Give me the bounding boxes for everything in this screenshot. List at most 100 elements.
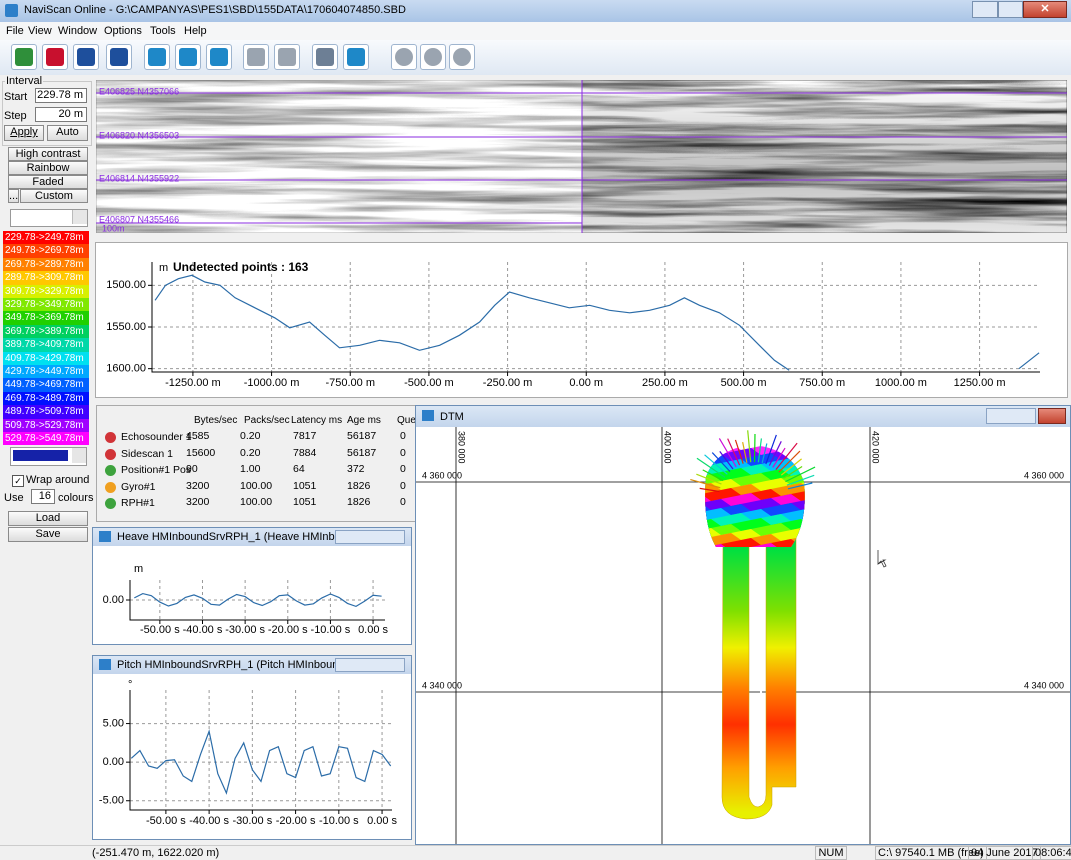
- field-label: colours: [58, 492, 93, 504]
- dropdown-arrow[interactable]: [72, 210, 87, 224]
- status-coords: (-251.470 m, 1622.020 m): [92, 847, 219, 859]
- toolbar-button[interactable]: [243, 44, 269, 70]
- palette-button[interactable]: Faded: [8, 175, 88, 189]
- toolbar-icon: [15, 48, 33, 66]
- toolbar: [0, 40, 1071, 75]
- toolbar-icon: [110, 48, 128, 66]
- table-cell: 4585: [186, 430, 238, 442]
- toolbar-button[interactable]: [42, 44, 68, 70]
- toolbar-button[interactable]: [312, 44, 338, 70]
- survey-swath: [722, 537, 796, 819]
- status-time: 08:06:49: [1032, 846, 1071, 860]
- x-tick-label: 750.00 m: [799, 377, 845, 389]
- colours-input[interactable]: 16: [31, 489, 55, 504]
- toolbar-button[interactable]: [420, 44, 446, 70]
- x-tick-label: -50.00 s: [140, 624, 180, 636]
- palette-more-button[interactable]: ...: [8, 189, 19, 203]
- x-tick-label: 250.00 m: [642, 377, 688, 389]
- table-cell: 1826: [347, 480, 398, 492]
- table-cell: 1826: [347, 496, 398, 508]
- toolbar-button[interactable]: [144, 44, 170, 70]
- toolbar-button[interactable]: [73, 44, 99, 70]
- status-date: 04 June 2017: [968, 846, 1041, 860]
- window-title: NaviScan Online - G:\CAMPANYAS\PES1\SBD\…: [24, 4, 406, 16]
- toolbar-button[interactable]: [175, 44, 201, 70]
- save-button[interactable]: Save: [8, 527, 88, 542]
- dropdown-arrow[interactable]: [72, 448, 86, 463]
- minimize[interactable]: [972, 1, 998, 18]
- toolbar-button[interactable]: [274, 44, 300, 70]
- table-cell: 0.20: [240, 430, 291, 442]
- device-name: Echosounder 1: [121, 431, 192, 443]
- auto-button[interactable]: Auto: [47, 125, 88, 141]
- x-tick-label: 1000.00 m: [875, 377, 927, 389]
- menu-item[interactable]: Tools: [150, 25, 176, 37]
- window-controls[interactable]: [986, 408, 1036, 424]
- window-controls[interactable]: [335, 658, 405, 672]
- menu-item[interactable]: Options: [104, 25, 142, 37]
- y-tick-label: 1500.00: [106, 279, 146, 291]
- sidescan-shade: [582, 80, 1067, 233]
- color-range: 429.78->449.78m: [3, 365, 89, 378]
- menu-item[interactable]: Window: [58, 25, 97, 37]
- palette-button[interactable]: High contrast: [8, 147, 88, 161]
- color-swatch: [13, 450, 68, 461]
- table-cell: 0: [400, 447, 416, 459]
- toolbar-button[interactable]: [449, 44, 475, 70]
- checkbox-label: Wrap around: [26, 474, 89, 486]
- position-label: E406820 N4356503: [99, 130, 179, 140]
- table-cell: 100.00: [240, 480, 291, 492]
- start-input[interactable]: 229.78 m: [35, 88, 87, 103]
- toolbar-button[interactable]: [106, 44, 132, 70]
- color-range: 349.78->369.78m: [3, 311, 89, 324]
- table-cell: 90: [186, 463, 238, 475]
- window-controls[interactable]: [335, 530, 405, 544]
- step-input[interactable]: 20 m: [35, 107, 87, 122]
- dropdown[interactable]: [10, 209, 88, 227]
- toolbar-icon: [46, 48, 64, 66]
- window-title: Heave HMInboundSrvRPH_1 (Heave HMInbo...: [117, 531, 350, 543]
- color-range: 289.78->309.78m: [3, 271, 89, 284]
- status-dot: [105, 498, 116, 509]
- menu-item[interactable]: View: [28, 25, 52, 37]
- toolbar-button[interactable]: [206, 44, 232, 70]
- status-dot: [105, 482, 116, 493]
- x-tick-label: 500.00 m: [721, 377, 767, 389]
- toolbar-icon: [347, 48, 365, 66]
- toolbar-button[interactable]: [343, 44, 369, 70]
- load-button[interactable]: Load: [8, 511, 88, 526]
- color-range: 409.78->429.78m: [3, 352, 89, 365]
- table-cell: 56187: [347, 430, 398, 442]
- x-tick-label: -20.00 s: [268, 624, 308, 636]
- status-dot: [105, 465, 116, 476]
- menu-item[interactable]: Help: [184, 25, 207, 37]
- menu-item[interactable]: File: [6, 25, 24, 37]
- device-name: Sidescan 1: [121, 448, 173, 460]
- maximize[interactable]: [998, 1, 1023, 18]
- toolbar-button[interactable]: [11, 44, 37, 70]
- toolbar-icon: [453, 48, 471, 66]
- table-cell: 372: [347, 463, 398, 475]
- x-tick-label: 0.00 s: [358, 624, 388, 636]
- data-line: [131, 731, 390, 793]
- apply-button[interactable]: Apply: [4, 125, 44, 141]
- window-close[interactable]: [1038, 408, 1066, 424]
- close[interactable]: ✕: [1023, 1, 1067, 18]
- color-dropdown[interactable]: [10, 447, 87, 466]
- x-tick-label: 0.00 s: [367, 815, 397, 827]
- menu-bar: File View Window Options Tools Help: [0, 22, 1071, 40]
- toolbar-button[interactable]: [391, 44, 417, 70]
- checkbox[interactable]: ✓: [12, 475, 24, 487]
- map-y-label: 4 360 000: [422, 470, 462, 480]
- device-name: RPH#1: [121, 497, 155, 509]
- device-name: Position#1 Pos: [121, 464, 191, 476]
- table-cell: 15600: [186, 447, 238, 459]
- palette-button[interactable]: Rainbow: [8, 161, 88, 175]
- depth-profile: -1250.00 m-1000.00 m-750.00 m-500.00 m-2…: [96, 243, 1067, 397]
- x-tick-label: -250.00 m: [483, 377, 533, 389]
- x-tick-label: -30.00 s: [232, 815, 272, 827]
- window-title: Pitch HMInboundSrvRPH_1 (Pitch HMInbound…: [117, 659, 354, 671]
- palette-button[interactable]: Custom: [20, 189, 88, 203]
